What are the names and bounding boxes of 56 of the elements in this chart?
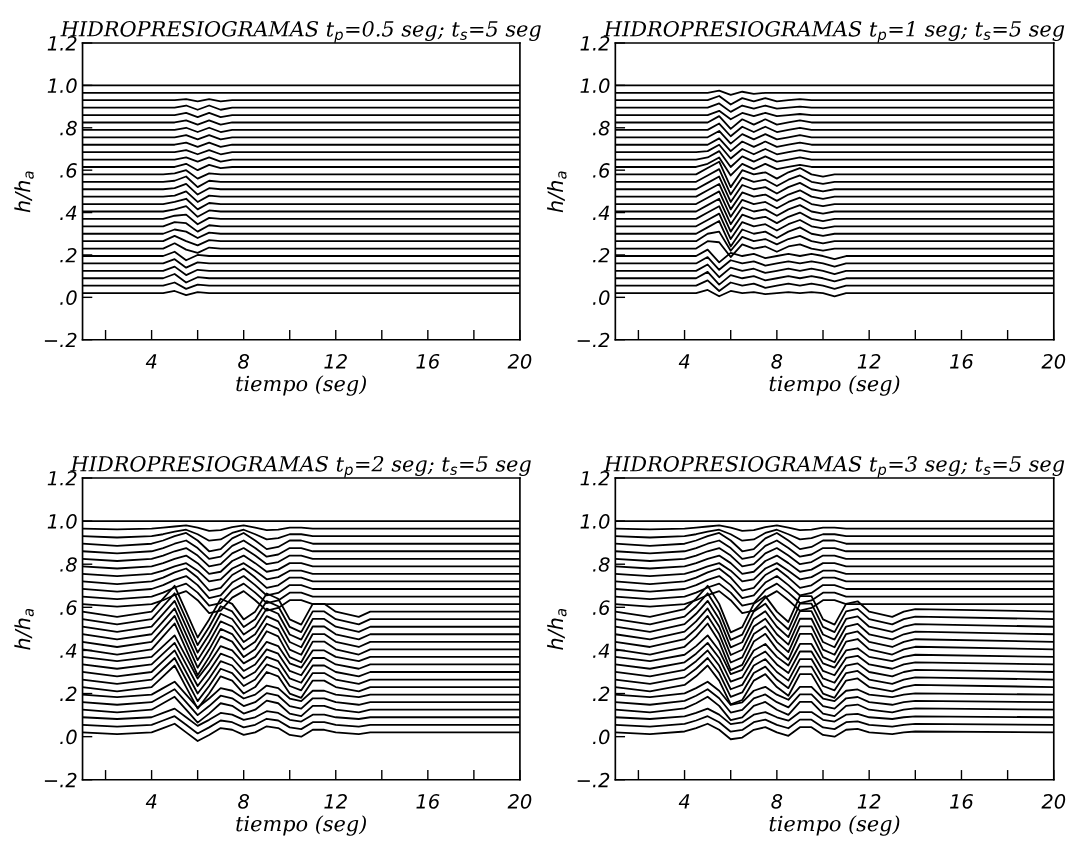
y-tick-label: −.2 [44,332,77,348]
y-tick-label: .0 [60,729,77,745]
y-axis-title: h/h$_{a}$ [14,171,34,213]
x-tick-label: 20 [1041,794,1066,809]
y-tick-label: −.2 [577,332,610,348]
x-tick-label: 8 [771,794,783,809]
x-tick-label: 16 [416,794,440,809]
y-tick-label: .2 [593,686,610,701]
y-axis-title: h/h$_{a}$ [547,171,567,213]
x-tick-label: 8 [238,794,250,809]
y-tick-label: .8 [60,557,77,572]
y-tick-label: .4 [593,205,610,220]
y-tick-label: −.2 [44,772,77,788]
y-tick-label: .0 [593,729,610,745]
y-tick-label: 1.0 [47,514,77,529]
x-tick-label: 8 [771,353,783,369]
x-tick-label: 16 [416,353,440,369]
x-axis-title: tiempo (seg) [769,375,900,396]
x-tick-label: 12 [324,794,347,809]
y-tick-label: .2 [593,247,610,263]
x-tick-label: 12 [857,794,881,809]
x-tick-label: 4 [145,354,157,369]
y-tick-label: 1.0 [580,514,610,529]
y-tick-label: .4 [60,643,77,658]
x-tick-label: 4 [145,794,157,809]
y-tick-label: .2 [60,686,77,701]
x-axis-title: tiempo (seg) [769,815,900,836]
x-tick-label: 20 [507,794,532,809]
y-tick-label: .4 [593,643,610,658]
y-axis-title: h/h$_{a}$ [14,608,34,650]
y-tick-label: .8 [593,120,610,136]
y-tick-label: .6 [593,163,610,178]
y-tick-label: .0 [60,290,77,305]
y-tick-label: 1.0 [47,78,77,94]
x-tick-label: 16 [950,794,973,809]
y-tick-label: .6 [60,163,77,178]
x-tick-label: 16 [950,353,973,369]
y-tick-label: .6 [593,600,610,615]
y-axis-title: h/h$_{a}$ [547,608,567,650]
x-tick-label: 20 [1041,353,1066,369]
y-tick-label: .0 [593,290,610,305]
y-tick-label: .6 [60,600,77,615]
x-tick-label: 20 [507,353,532,369]
y-tick-label: 1.0 [580,78,610,94]
x-tick-label: 12 [324,353,347,369]
y-tick-label: .2 [60,247,77,263]
x-tick-label: 4 [678,794,690,809]
x-tick-label: 8 [238,353,250,369]
x-axis-title: tiempo (seg) [236,815,367,836]
y-tick-label: −.2 [577,772,610,788]
x-tick-label: 4 [678,354,690,369]
y-tick-label: .4 [60,205,77,220]
y-tick-label: .8 [60,120,77,136]
x-tick-label: 12 [857,353,881,369]
x-axis-title: tiempo (seg) [236,375,367,396]
y-tick-label: .8 [593,557,610,572]
